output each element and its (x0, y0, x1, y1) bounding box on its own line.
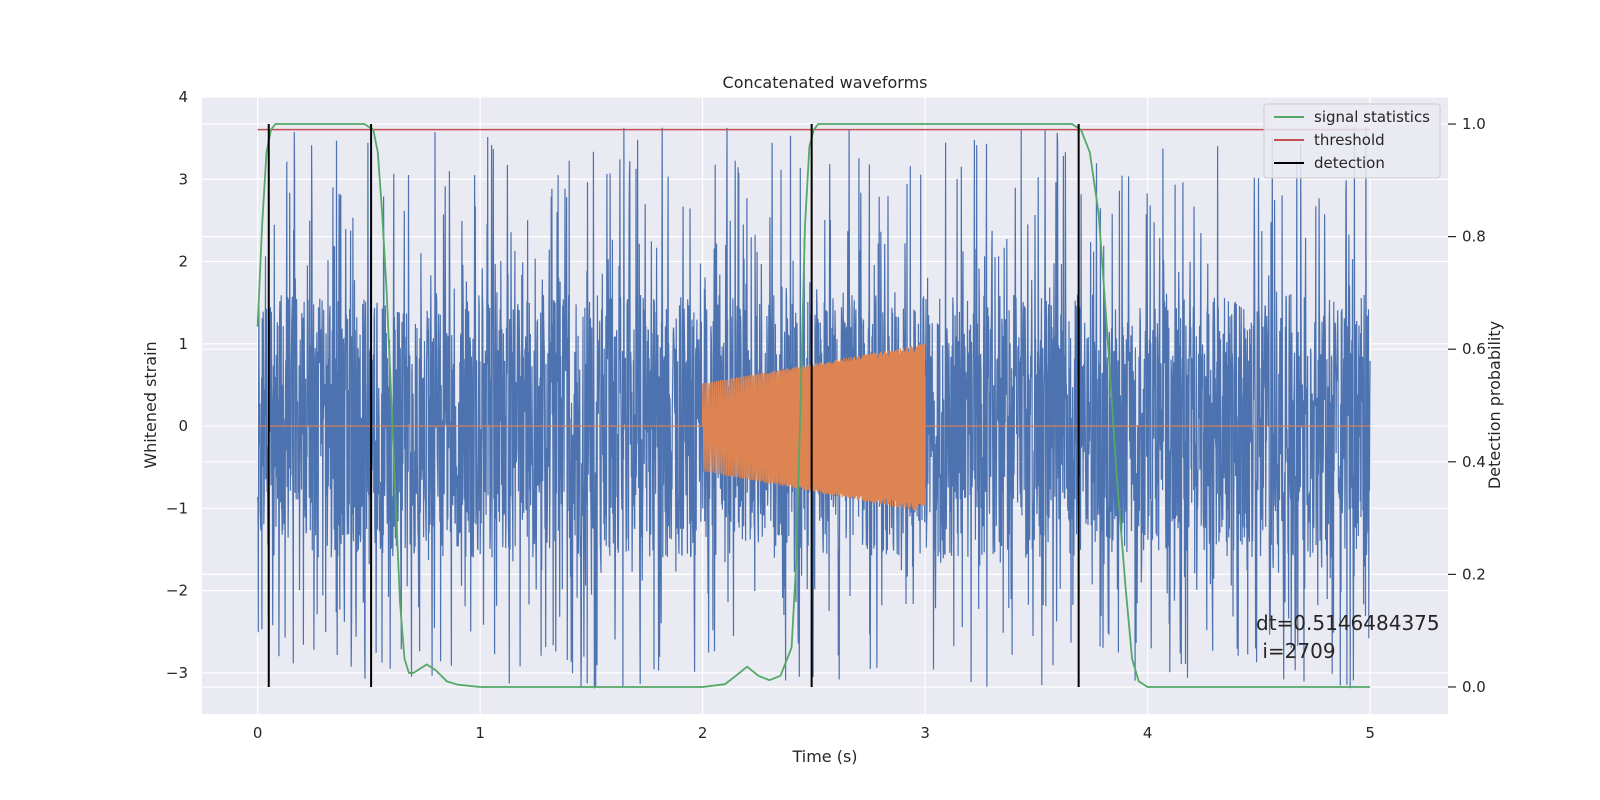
x-tick-label: 3 (920, 724, 930, 742)
legend-label-threshold: threshold (1314, 131, 1385, 149)
y-tick-label: 2 (178, 253, 188, 271)
waveform-series (257, 343, 1371, 511)
y-tick-label: −3 (166, 664, 188, 682)
annotation-dt: dt=0.5146484375 (1256, 611, 1440, 635)
y-axis-label: Whitened strain (141, 341, 160, 468)
y2-ticks: 1.0 0.8 0.6 0.4 0.2 0.0 (1448, 115, 1486, 696)
chart-title: Concatenated waveforms (723, 73, 928, 92)
y2-tick-label: 0.8 (1462, 228, 1486, 246)
y-tick-label: 1 (178, 335, 188, 353)
x-tick-label: 2 (698, 724, 708, 742)
y2-tick-label: 1.0 (1462, 115, 1486, 133)
y2-tick-label: 0.4 (1462, 453, 1486, 471)
x-axis-label: Time (s) (791, 747, 857, 766)
y2-tick-label: 0.6 (1462, 340, 1486, 358)
y-ticks: 4 3 2 1 0 −1 −2 −3 (166, 88, 188, 682)
x-tick-label: 0 (253, 724, 263, 742)
annotation-i: i=2709 (1256, 639, 1336, 663)
y-tick-label: 4 (178, 88, 188, 106)
y2-tick-label: 0.0 (1462, 678, 1486, 696)
y-tick-label: −2 (166, 582, 188, 600)
y-tick-label: −1 (166, 499, 188, 517)
signal-statistics-line (256, 123, 1371, 688)
x-ticks: 0 1 2 3 4 5 (253, 724, 1375, 742)
y-tick-label: 0 (178, 417, 188, 435)
data-layer (256, 123, 1371, 689)
y2-tick-label: 0.2 (1462, 565, 1486, 583)
legend-label-signal-statistics: signal statistics (1314, 108, 1430, 126)
legend-box (1263, 103, 1441, 179)
legend-label-detection: detection (1314, 154, 1385, 172)
x-tick-label: 1 (475, 724, 485, 742)
x-tick-label: 5 (1365, 724, 1375, 742)
legend: signal statistics threshold detection (1263, 103, 1441, 179)
x-tick-label: 4 (1143, 724, 1153, 742)
detection-lines (267, 124, 1080, 687)
y2-axis-label: Detection probability (1485, 321, 1504, 489)
y-tick-label: 3 (178, 170, 188, 188)
